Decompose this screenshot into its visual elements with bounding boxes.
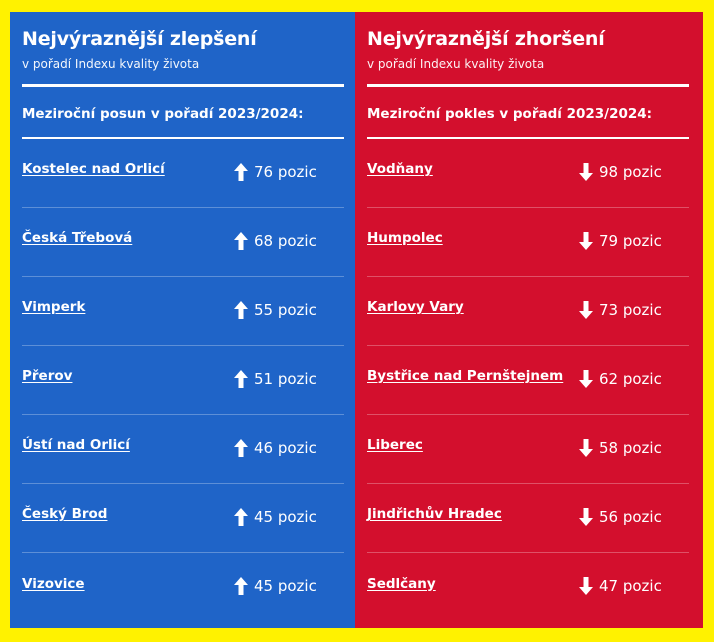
decline-list: Vodňany 98 pozic Humpolec 79 pozic Karlovy V… <box>367 139 691 622</box>
rank-change-value: 51 pozic <box>254 370 317 388</box>
city-link[interactable]: Přerov <box>22 368 73 384</box>
city-link[interactable]: Humpolec <box>367 230 443 246</box>
arrow-down-icon <box>579 508 593 526</box>
city-link[interactable]: Česká Třebová <box>22 230 133 246</box>
city-link[interactable]: Jindřichův Hradec <box>367 506 502 522</box>
ranking-frame: Nejvýraznější zlepšení v pořadí Indexu k… <box>10 12 703 628</box>
rank-change-value: 45 pozic <box>254 577 317 595</box>
list-item: Vizovice 45 pozic <box>22 553 344 622</box>
improvement-panel: Nejvýraznější zlepšení v pořadí Indexu k… <box>10 12 355 628</box>
list-item: Vimperk 55 pozic <box>22 277 344 346</box>
arrow-up-icon <box>234 439 248 457</box>
improvement-title: Nejvýraznější zlepšení <box>22 28 257 50</box>
arrow-down-icon <box>579 439 593 457</box>
rank-change-value: 68 pozic <box>254 232 317 250</box>
rank-change-value: 62 pozic <box>599 370 662 388</box>
city-link[interactable]: Kostelec nad Orlicí <box>22 161 165 177</box>
city-link[interactable]: Vizovice <box>22 575 85 592</box>
city-link[interactable]: Český Brod <box>22 506 108 522</box>
rank-change: 46 pozic <box>234 439 317 457</box>
list-item: Vodňany 98 pozic <box>367 139 689 208</box>
city-link[interactable]: Bystřice nad Pernštejnem <box>367 368 564 384</box>
improvement-section-heading: Meziroční posun v pořadí 2023/2024: <box>22 106 304 122</box>
rank-change-value: 79 pozic <box>599 232 662 250</box>
list-item: Humpolec 79 pozic <box>367 208 689 277</box>
improvement-list: Kostelec nad Orlicí 76 pozic Česká Třebová… <box>22 139 344 622</box>
divider <box>22 137 344 139</box>
city-link[interactable]: Vodňany <box>367 161 433 177</box>
arrow-up-icon <box>234 232 248 250</box>
list-item: Přerov 51 pozic <box>22 346 344 415</box>
list-item: Kostelec nad Orlicí 76 pozic <box>22 139 344 208</box>
city-link[interactable]: Sedlčany <box>367 575 436 592</box>
decline-title: Nejvýraznější zhoršení <box>367 28 605 50</box>
rank-change: 56 pozic <box>579 508 662 526</box>
city-link[interactable]: Vimperk <box>22 299 86 315</box>
decline-subtitle: v pořadí Indexu kvality života <box>367 57 545 71</box>
rank-change: 45 pozic <box>234 577 317 595</box>
city-link[interactable]: Ústí nad Orlicí <box>22 437 130 453</box>
list-item: Česká Třebová 68 pozic <box>22 208 344 277</box>
rank-change: 47 pozic <box>579 577 662 595</box>
divider <box>22 84 344 87</box>
rank-change: 51 pozic <box>234 370 317 388</box>
list-item: Jindřichův Hradec 56 pozic <box>367 484 689 553</box>
rank-change: 76 pozic <box>234 163 317 181</box>
city-link[interactable]: Karlovy Vary <box>367 299 464 315</box>
divider <box>367 137 689 139</box>
improvement-subtitle: v pořadí Indexu kvality života <box>22 57 200 71</box>
list-item: Sedlčany 47 pozic <box>367 553 689 622</box>
decline-panel: Nejvýraznější zhoršení v pořadí Indexu k… <box>355 12 703 628</box>
rank-change-value: 55 pozic <box>254 301 317 319</box>
rank-change: 58 pozic <box>579 439 662 457</box>
decline-section-heading: Meziroční pokles v pořadí 2023/2024: <box>367 106 653 122</box>
rank-change: 79 pozic <box>579 232 662 250</box>
arrow-down-icon <box>579 301 593 319</box>
arrow-down-icon <box>579 232 593 250</box>
list-item: Český Brod 45 pozic <box>22 484 344 553</box>
list-item: Karlovy Vary 73 pozic <box>367 277 689 346</box>
rank-change-value: 73 pozic <box>599 301 662 319</box>
rank-change: 62 pozic <box>579 370 662 388</box>
divider <box>367 84 689 87</box>
list-item: Bystřice nad Pernštejnem 62 pozic <box>367 346 689 415</box>
rank-change: 73 pozic <box>579 301 662 319</box>
rank-change-value: 58 pozic <box>599 439 662 457</box>
rank-change: 98 pozic <box>579 163 662 181</box>
arrow-down-icon <box>579 577 593 595</box>
rank-change-value: 45 pozic <box>254 508 317 526</box>
rank-change: 45 pozic <box>234 508 317 526</box>
arrow-up-icon <box>234 577 248 595</box>
rank-change-value: 76 pozic <box>254 163 317 181</box>
rank-change-value: 98 pozic <box>599 163 662 181</box>
arrow-down-icon <box>579 163 593 181</box>
list-item: Liberec 58 pozic <box>367 415 689 484</box>
arrow-down-icon <box>579 370 593 388</box>
rank-change-value: 47 pozic <box>599 577 662 595</box>
arrow-up-icon <box>234 370 248 388</box>
rank-change: 55 pozic <box>234 301 317 319</box>
city-link[interactable]: Liberec <box>367 437 423 453</box>
arrow-up-icon <box>234 508 248 526</box>
arrow-up-icon <box>234 163 248 181</box>
list-item: Ústí nad Orlicí 46 pozic <box>22 415 344 484</box>
rank-change-value: 46 pozic <box>254 439 317 457</box>
arrow-up-icon <box>234 301 248 319</box>
rank-change-value: 56 pozic <box>599 508 662 526</box>
rank-change: 68 pozic <box>234 232 317 250</box>
